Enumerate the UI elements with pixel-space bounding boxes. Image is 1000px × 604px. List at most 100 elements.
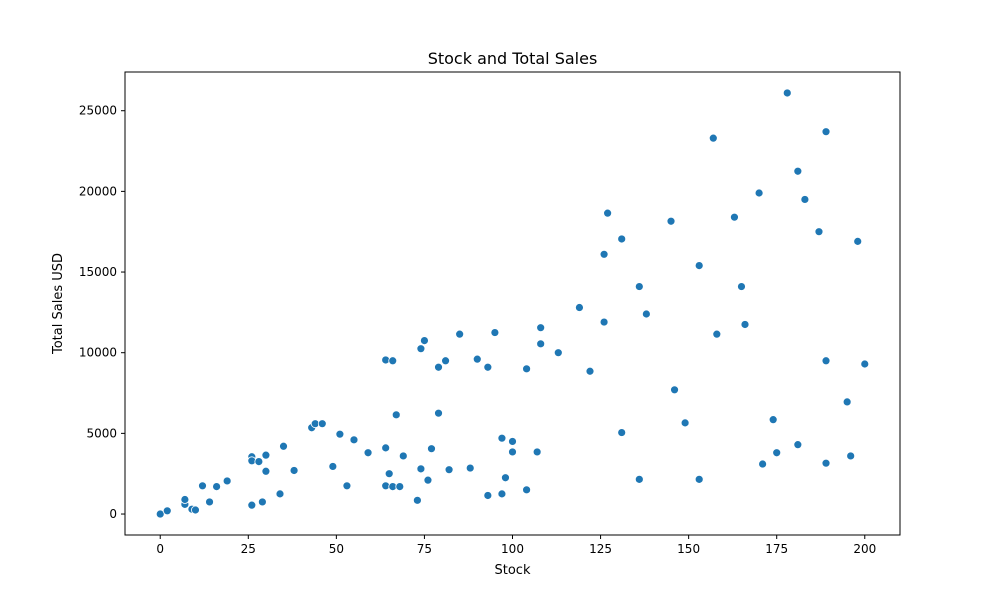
- chart-title: Stock and Total Sales: [428, 49, 598, 68]
- data-point: [585, 366, 595, 376]
- y-tick-label: 20000: [79, 184, 117, 198]
- x-tick-label: 200: [853, 542, 876, 556]
- data-point: [191, 505, 200, 515]
- data-point: [754, 188, 764, 198]
- data-point: [641, 309, 651, 319]
- data-point: [536, 323, 546, 333]
- data-point: [279, 441, 288, 451]
- data-point: [821, 458, 831, 468]
- x-tick-label: 0: [156, 542, 164, 556]
- data-point: [444, 465, 454, 475]
- data-point: [420, 336, 429, 346]
- data-point: [508, 437, 517, 446]
- data-point: [289, 466, 299, 475]
- data-point: [335, 429, 345, 439]
- x-tick-label: 75: [417, 542, 432, 556]
- data-point: [342, 481, 352, 491]
- data-point: [846, 451, 856, 461]
- data-point: [381, 443, 391, 453]
- data-point: [772, 448, 782, 458]
- data-point: [349, 435, 359, 445]
- data-point: [708, 133, 718, 143]
- data-point: [261, 466, 271, 476]
- data-point: [205, 497, 214, 507]
- x-tick-label: 100: [501, 542, 524, 556]
- data-point: [247, 500, 257, 510]
- data-point: [434, 362, 443, 372]
- data-point: [793, 166, 803, 176]
- data-point: [412, 495, 422, 505]
- x-tick-label: 50: [329, 542, 344, 556]
- data-point: [666, 216, 676, 226]
- data-point: [599, 249, 609, 259]
- y-tick-label: 10000: [79, 346, 117, 360]
- data-point: [198, 481, 207, 491]
- y-tick-label: 5000: [86, 426, 117, 440]
- data-point: [388, 356, 398, 366]
- x-tick-label: 175: [765, 542, 788, 556]
- x-tick-label: 125: [589, 542, 612, 556]
- data-point: [416, 464, 426, 474]
- data-point: [395, 482, 405, 492]
- data-point: [398, 451, 408, 461]
- data-point: [162, 506, 172, 516]
- data-point: [712, 329, 722, 339]
- data-point: [257, 497, 267, 507]
- data-point: [536, 339, 546, 349]
- data-point: [275, 489, 285, 499]
- data-point: [497, 489, 507, 499]
- data-point: [680, 418, 690, 428]
- data-point: [155, 509, 165, 519]
- data-point: [434, 408, 443, 418]
- data-point: [782, 88, 792, 98]
- data-point: [212, 482, 221, 492]
- data-point: [465, 463, 475, 473]
- data-point: [814, 227, 824, 237]
- data-point: [694, 474, 704, 484]
- data-point: [553, 348, 563, 358]
- data-point: [522, 364, 531, 374]
- data-point: [416, 344, 426, 354]
- data-point: [860, 359, 870, 369]
- data-point: [670, 385, 679, 395]
- data-point: [522, 485, 531, 495]
- x-tick-label: 150: [677, 542, 700, 556]
- data-point: [508, 447, 517, 457]
- data-point: [254, 457, 264, 466]
- data-point: [501, 473, 510, 483]
- x-axis-label: Stock: [495, 563, 531, 578]
- data-point: [842, 397, 852, 407]
- data-point: [423, 475, 433, 485]
- y-tick-label: 15000: [79, 265, 117, 279]
- data-point: [483, 491, 493, 500]
- y-axis-ticks: 0 5000 10000 15000 20000 25000: [79, 104, 125, 521]
- x-tick-label: 25: [241, 542, 256, 556]
- data-point: [497, 433, 507, 443]
- data-point: [694, 261, 704, 270]
- data-point: [793, 440, 803, 450]
- data-point: [222, 476, 232, 486]
- data-point: [800, 195, 810, 204]
- data-point: [758, 459, 768, 469]
- data-point: [821, 127, 831, 137]
- data-point: [853, 236, 863, 246]
- data-point: [634, 282, 644, 291]
- data-point: [737, 282, 746, 291]
- data-point: [730, 212, 739, 222]
- points-layer: [155, 88, 870, 519]
- data-point: [441, 356, 450, 366]
- data-point: [427, 444, 436, 454]
- data-point: [363, 448, 373, 458]
- data-point: [821, 356, 831, 366]
- data-point: [391, 410, 401, 420]
- data-point: [768, 415, 778, 425]
- data-point: [603, 208, 613, 218]
- data-point: [740, 320, 750, 329]
- data-point: [490, 328, 500, 337]
- data-point: [180, 495, 190, 504]
- y-tick-label: 0: [109, 507, 117, 521]
- data-point: [617, 234, 627, 244]
